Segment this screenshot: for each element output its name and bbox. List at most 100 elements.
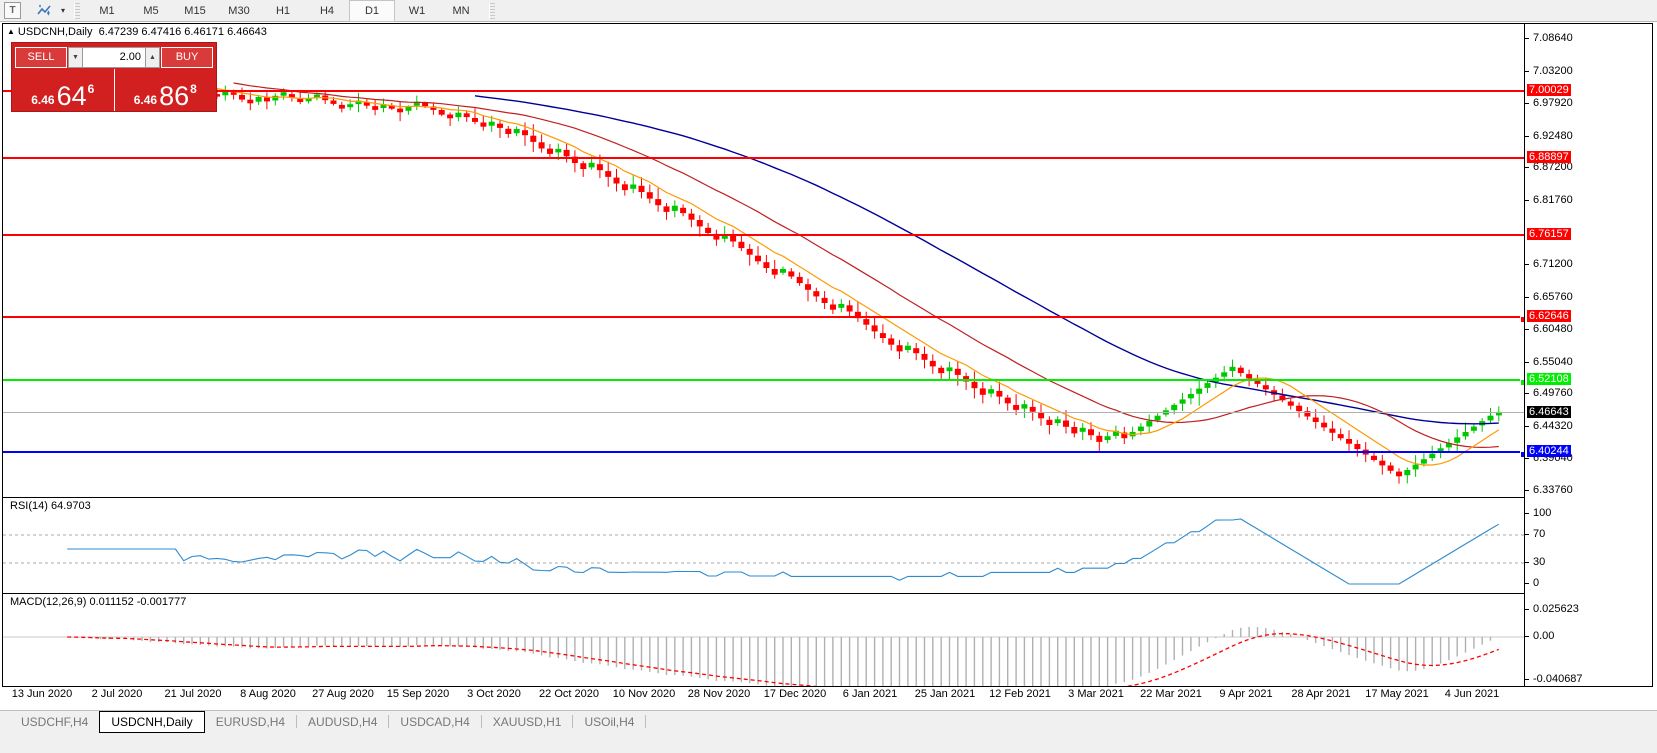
volume-stepper[interactable]: ▼ 2.00 ▲ (68, 46, 160, 68)
macd-plot (3, 626, 1524, 686)
level-line-6.62646[interactable] (3, 315, 1527, 323)
tab-separator (388, 715, 390, 728)
price-label-6.52108[interactable]: 6.52108 (1527, 373, 1571, 386)
chart-tab-eurusd-h4[interactable]: EURUSD,H4 (215, 714, 286, 729)
rsi-tick-70: 70 (1525, 528, 1545, 540)
price-tick-6.87200: 6.87200 (1525, 161, 1573, 173)
chart-tab-usoil-h4[interactable]: USOil,H4 (584, 714, 635, 729)
level-line-6.52108[interactable] (3, 379, 1527, 387)
price-tick-6.97920: 6.97920 (1525, 97, 1573, 109)
indicators-glyph (37, 3, 51, 16)
date-label: 3 Mar 2021 (1068, 688, 1124, 700)
bid-price[interactable]: 6.46 64 6 (12, 69, 114, 111)
trade-panel-prices: 6.46 64 6 6.46 86 8 (12, 69, 216, 111)
buy-button[interactable]: BUY (161, 46, 213, 68)
price-tick-6.71200: 6.71200 (1525, 258, 1573, 270)
volume-input[interactable]: 2.00 (83, 46, 145, 68)
price-scale[interactable]: 7.08640 7.03200 6.97920 6.92480 6.87200 6.817… (1524, 24, 1652, 686)
rsi-tick-0: 0 (1525, 577, 1539, 589)
rsi-label: RSI(14) 64.9703 (8, 500, 93, 512)
chart-tab-xauusd-h1[interactable]: XAUUSD,H1 (492, 714, 562, 729)
date-label: 10 Nov 2020 (612, 688, 676, 700)
timeframe-m5[interactable]: M5 (143, 4, 159, 17)
toolbar-grip[interactable] (74, 2, 80, 19)
price-label-6.40244[interactable]: 6.40244 (1527, 444, 1571, 457)
date-label: 13 Jun 2020 (11, 688, 73, 700)
date-label: 2 Jul 2020 (91, 688, 143, 700)
date-scale[interactable]: 13 Jun 2020 2 Jul 2020 21 Jul 2020 8 Aug 20… (2, 688, 1653, 706)
level-line-6.76157[interactable] (3, 234, 1524, 237)
ask-price-prefix: 6.46 (133, 93, 158, 107)
volume-decrement-icon[interactable]: ▼ (68, 46, 83, 68)
macd-tick-0.025623: 0.025623 (1525, 603, 1579, 615)
price-label-7.00029[interactable]: 7.00029 (1527, 84, 1571, 96)
chart-tab-audusd-h4[interactable]: AUDUSD,H4 (308, 714, 378, 729)
price-tick-6.65760: 6.65760 (1525, 291, 1573, 303)
indicators-icon[interactable] (33, 1, 55, 20)
chart-tab-usdchf-h4[interactable]: USDCHF,H4 (21, 714, 89, 729)
price-label-6.76157[interactable]: 6.76157 (1527, 228, 1571, 241)
timeframe-m30[interactable]: M30 (228, 4, 250, 17)
date-label: 3 Oct 2020 (467, 688, 521, 700)
ask-price-main: 86 (159, 81, 190, 112)
chart-tab-usdcad-h4[interactable]: USDCAD,H4 (400, 714, 470, 729)
price-label-6.46643[interactable]: 6.46643 (1527, 406, 1571, 419)
timeframe-m15[interactable]: M15 (184, 4, 206, 17)
date-label: 17 Dec 2020 (763, 688, 827, 700)
price-plot (64, 62, 1502, 484)
text-tool-icon[interactable]: T (4, 2, 21, 19)
price-label-6.62646[interactable]: 6.62646 (1527, 309, 1571, 322)
price-tick-6.81760: 6.81760 (1525, 194, 1573, 206)
date-label: 22 Oct 2020 (539, 688, 599, 700)
timeframe-mn[interactable]: MN (452, 4, 470, 17)
level-line-6.40244[interactable] (3, 450, 1527, 458)
chart-tabs-bar: USDCHF,H4 USDCNH,Daily EURUSD,H4 AUDUSD,H4 U… (0, 710, 1657, 753)
volume-increment-icon[interactable]: ▲ (145, 46, 160, 68)
chart-symbol-header: ▲ USDCNH,Daily 6.47239 6.47416 6.46171 6.… (7, 26, 267, 38)
ask-price[interactable]: 6.46 86 8 (113, 69, 217, 112)
caret-glyph: ▾ (60, 6, 65, 15)
rsi-pane[interactable]: RSI(14) 64.9703 (3, 497, 1524, 592)
toolbar-grip-2[interactable] (489, 2, 495, 19)
chart-window[interactable]: ▲ USDCNH,Daily 6.47239 6.47416 6.46171 6.… (2, 23, 1653, 687)
date-label: 9 Apr 2021 (1219, 688, 1273, 700)
chart-tab-usdcnh-daily[interactable]: USDCNH,Daily (99, 711, 205, 733)
bid-price-main: 64 (56, 81, 87, 112)
macd-pane[interactable]: MACD(12,26,9) 0.011152 -0.001777 (3, 593, 1524, 686)
level-line-6.46643[interactable] (3, 412, 1524, 414)
tab-separator (645, 715, 647, 728)
price-label-6.88897[interactable]: 6.88897 (1527, 151, 1571, 164)
price-tick-6.33760: 6.33760 (1525, 484, 1573, 496)
sell-button[interactable]: SELL (15, 46, 67, 68)
date-label: 8 Aug 2020 (240, 688, 296, 700)
level-line-6.88897[interactable] (3, 157, 1524, 160)
timeframe-h1[interactable]: H1 (275, 4, 291, 17)
date-label: 6 Jan 2021 (842, 688, 898, 700)
level-line-7.00029[interactable] (3, 90, 1524, 92)
collapse-icon[interactable]: ▲ (7, 27, 15, 36)
macd-label: MACD(12,26,9) 0.011152 -0.001777 (8, 596, 189, 608)
timeframe-d1[interactable]: D1 (349, 0, 395, 22)
timeframe-h4[interactable]: H4 (319, 4, 335, 17)
price-tick-6.49760: 6.49760 (1525, 387, 1573, 399)
macd-tick--0.040687: -0.040687 (1525, 673, 1583, 685)
date-label: 17 May 2021 (1365, 688, 1429, 700)
price-tick-6.44320: 6.44320 (1525, 420, 1573, 432)
timeframe-w1[interactable]: W1 (408, 4, 426, 17)
date-label: 22 Mar 2021 (1140, 688, 1202, 700)
date-label: 27 Aug 2020 (312, 688, 374, 700)
chart-symbol-label: USDCNH,Daily (17, 26, 93, 38)
price-pane[interactable] (3, 24, 1524, 496)
date-label: 15 Sep 2020 (386, 688, 450, 700)
tab-separator (572, 715, 574, 728)
date-label: 12 Feb 2021 (989, 688, 1051, 700)
timeframe-m1[interactable]: M1 (99, 4, 115, 17)
date-label: 4 Jun 2021 (1444, 688, 1500, 700)
date-label: 25 Jan 2021 (914, 688, 976, 700)
chevron-down-icon[interactable]: ▾ (55, 1, 69, 20)
rsi-tick-30: 30 (1525, 556, 1545, 568)
macd-tick-0.00: 0.00 (1525, 630, 1554, 642)
one-click-trading-panel[interactable]: SELL ▼ 2.00 ▲ BUY 6.46 64 6 6.46 86 8 (11, 42, 217, 112)
bid-price-fraction: 6 (87, 82, 95, 96)
